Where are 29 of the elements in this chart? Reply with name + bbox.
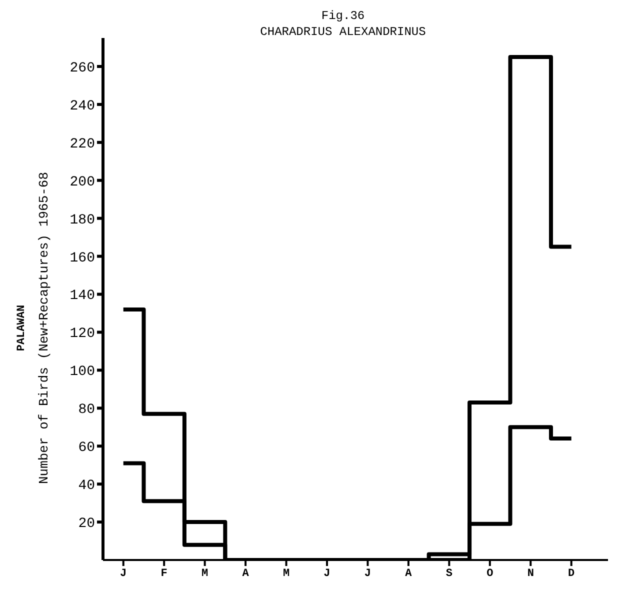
x-tick-label: J: [364, 568, 372, 580]
y-axis-title: Number of Birds (New+Recaptures) 1965-68: [36, 172, 52, 484]
y-tick-label: 100: [70, 364, 95, 380]
y-tick-label: 40: [78, 478, 95, 494]
y-tick-label: 80: [78, 402, 95, 418]
x-tick-label: A: [405, 568, 412, 580]
x-tick-label: A: [242, 568, 250, 580]
x-tick-label: F: [160, 568, 168, 580]
y-tick-label: 200: [70, 174, 95, 190]
y-tick-label: 260: [70, 60, 95, 76]
y-tick-label: 60: [78, 440, 95, 456]
y-tick-label: 20: [78, 516, 95, 532]
x-tick-label: M: [282, 568, 290, 580]
y-tick-label: 220: [70, 136, 95, 152]
y-tick-label: 240: [70, 98, 95, 114]
y-tick-label: 120: [70, 326, 95, 342]
y-tick-label: 180: [70, 212, 95, 228]
text: PALAWAN: [16, 304, 28, 352]
x-tick-label: N: [527, 568, 534, 580]
x-tick-label: J: [120, 568, 127, 580]
chart-title: Fig.36: [320, 8, 366, 24]
y-tick-label: 160: [70, 250, 95, 266]
chart-subtitle: CHARADRIUS ALEXANDRINUS: [259, 24, 427, 40]
x-tick-label: D: [568, 568, 576, 580]
x-tick-label: S: [446, 568, 453, 580]
y-tick-label: 140: [70, 288, 95, 304]
x-tick-label: O: [486, 568, 494, 580]
x-tick-label: M: [202, 568, 209, 580]
x-tick-label: J: [324, 568, 330, 580]
